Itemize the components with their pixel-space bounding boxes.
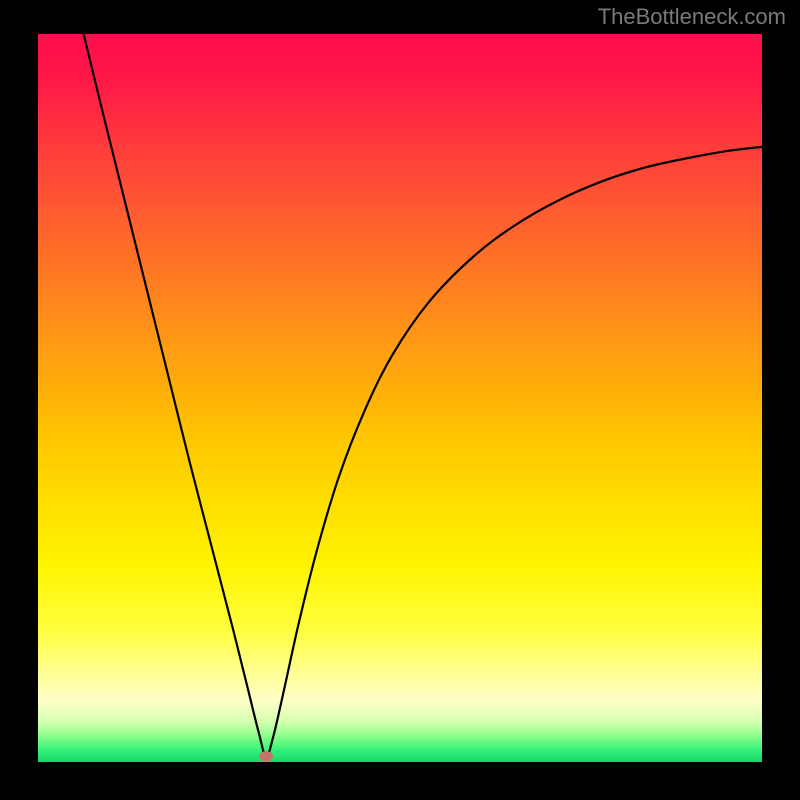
plot-svg (38, 34, 762, 762)
chart-container: TheBottleneck.com (0, 0, 800, 800)
watermark-text: TheBottleneck.com (598, 4, 786, 30)
plot-area (38, 34, 762, 762)
minimum-marker (259, 751, 273, 761)
gradient-background (38, 34, 762, 762)
